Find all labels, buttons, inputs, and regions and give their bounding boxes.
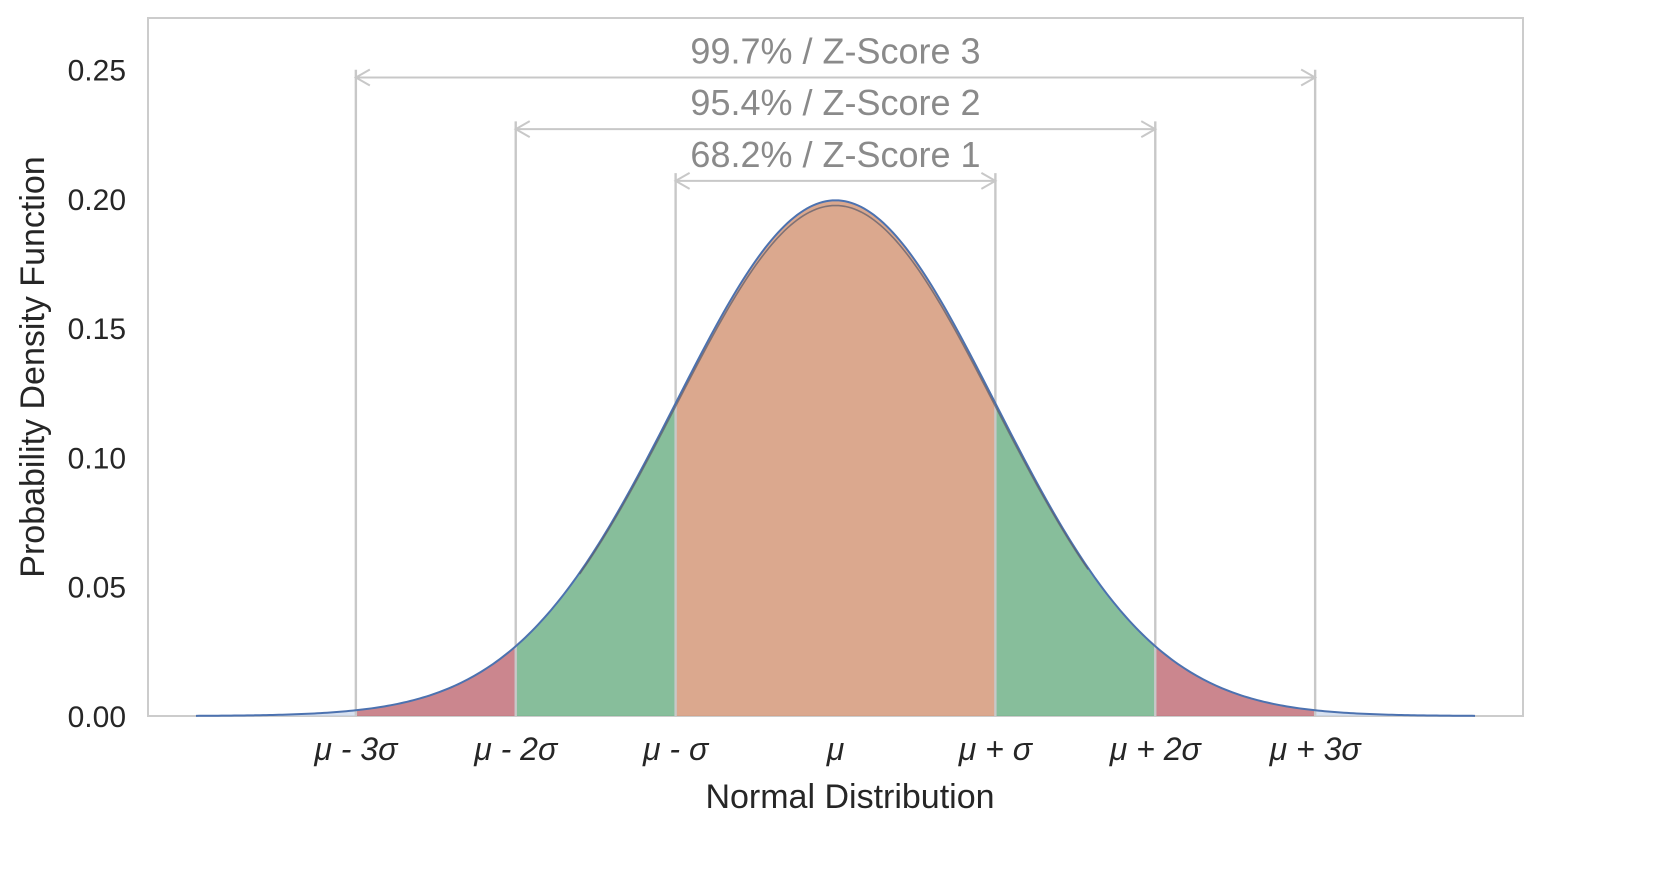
x-axis-ticks: μ - 3σ μ - 2σ μ - σ μ μ + σ μ + 2σ μ + 3σ <box>313 731 1362 767</box>
bracket-arrow-left-2 <box>353 68 371 87</box>
y-tick-label-1: 0.05 <box>68 572 126 605</box>
y-axis-label: Probability Density Function <box>14 156 52 577</box>
x-tick-label-5: μ + 2σ <box>1109 731 1203 767</box>
bracket-arrow-left-0 <box>673 171 691 190</box>
x-tick-label-4: μ + σ <box>958 731 1034 767</box>
x-tick-label-3: μ <box>826 731 845 767</box>
y-tick-label-4: 0.20 <box>68 184 126 217</box>
region-fill-4 <box>1155 646 1316 716</box>
y-tick-label-5: 0.25 <box>68 55 126 88</box>
bracket-label-0: 68.2% / Z-Score 1 <box>690 134 980 175</box>
x-tick-label-0: μ - 3σ <box>313 731 399 767</box>
y-tick-label-3: 0.15 <box>68 313 126 346</box>
x-tick-label-2: μ - σ <box>642 731 710 767</box>
region-fill-0 <box>355 646 516 716</box>
x-axis-label: Normal Distribution <box>705 778 994 816</box>
x-tick-label-6: μ + 3σ <box>1269 731 1363 767</box>
bracket-arrow-right-1 <box>1140 120 1158 139</box>
pdf-curve-group <box>195 199 1476 717</box>
y-tick-label-0: 0.00 <box>68 701 126 734</box>
pdf-curve-center <box>579 204 1089 575</box>
region-fill-2 <box>675 200 996 716</box>
y-tick-label-2: 0.10 <box>68 442 126 475</box>
bracket-arrow-left-1 <box>513 120 531 139</box>
x-tick-label-1: μ - 2σ <box>473 731 559 767</box>
bracket-arrow-right-2 <box>1300 68 1318 87</box>
bracket-label-2: 99.7% / Z-Score 3 <box>690 30 980 71</box>
sigma-guides: 68.2% / Z-Score 1 95.4% / Z-Score 2 99.7% … <box>353 30 1318 716</box>
bracket-label-1: 95.4% / Z-Score 2 <box>690 82 980 123</box>
pdf-curve <box>195 199 1476 717</box>
bracket-arrow-right-0 <box>980 171 998 190</box>
y-axis-ticks: 0.00 0.05 0.10 0.15 0.20 0.25 <box>68 55 126 734</box>
region-fills <box>195 200 1476 716</box>
